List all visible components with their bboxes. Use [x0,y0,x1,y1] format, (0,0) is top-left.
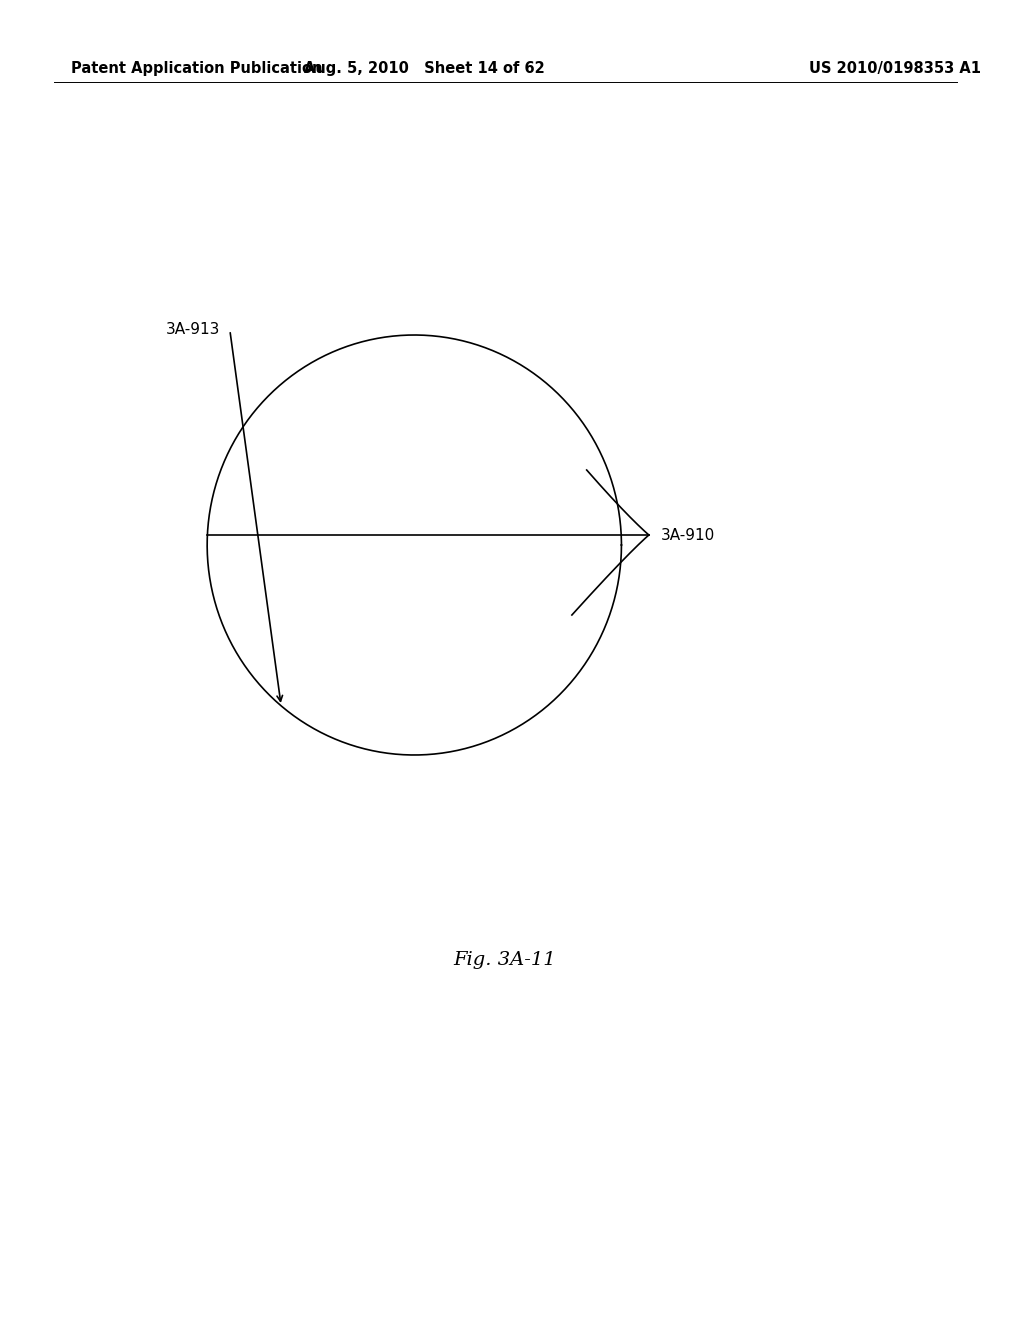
Text: 3A-913: 3A-913 [166,322,220,338]
Text: Aug. 5, 2010   Sheet 14 of 62: Aug. 5, 2010 Sheet 14 of 62 [304,61,545,75]
Text: Fig. 3A-11: Fig. 3A-11 [454,950,556,969]
Text: Patent Application Publication: Patent Application Publication [71,61,323,75]
Text: 3A-910: 3A-910 [660,528,715,543]
Text: US 2010/0198353 A1: US 2010/0198353 A1 [809,61,981,75]
